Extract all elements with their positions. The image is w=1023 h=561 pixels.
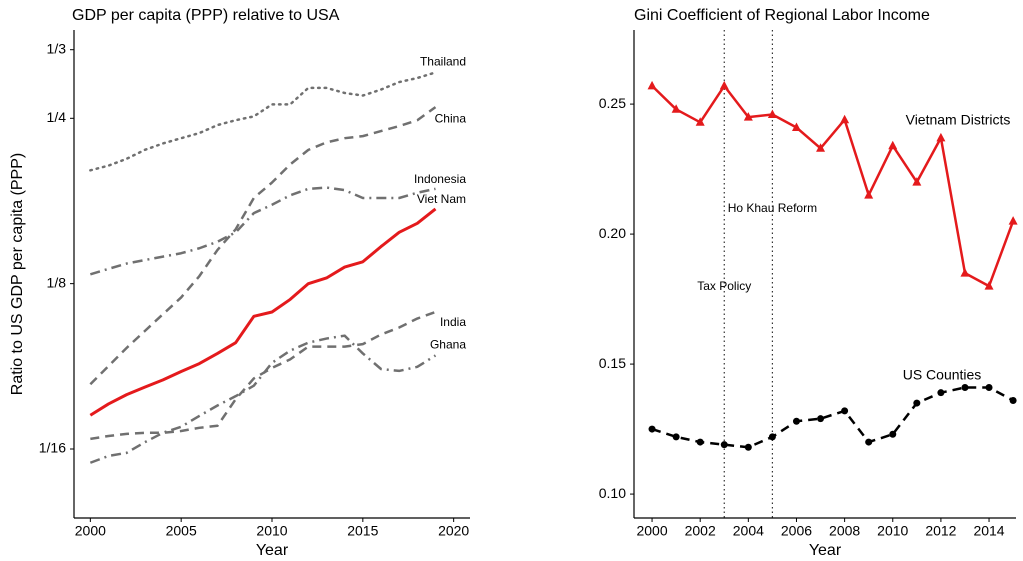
x-tick-label: 2002	[685, 523, 716, 539]
y-tick-label: 1/4	[47, 109, 67, 125]
series-line	[89, 186, 436, 276]
x-tick-label: 2010	[877, 523, 908, 539]
x-tick-label: 2020	[438, 523, 469, 539]
chart-title: GDP per capita (PPP) relative to USA	[72, 7, 340, 24]
point	[937, 389, 945, 397]
series-label: Viet Nam	[417, 192, 466, 206]
point	[792, 417, 800, 425]
y-tick-label: 1/16	[39, 440, 66, 456]
x-tick-label: 2015	[347, 523, 378, 539]
series-label: US Counties	[903, 367, 982, 383]
point	[913, 399, 921, 407]
point	[768, 433, 776, 441]
point	[672, 433, 680, 441]
point	[744, 443, 752, 451]
series-label: Vietnam Districts	[906, 112, 1011, 128]
y-tick-label: 1/8	[47, 274, 67, 290]
point	[1009, 396, 1017, 404]
point	[791, 122, 801, 131]
series-label: India	[440, 315, 466, 329]
point	[671, 104, 681, 113]
point	[720, 441, 728, 449]
x-tick-label: 2010	[256, 523, 287, 539]
series-line	[89, 334, 437, 464]
x-tick-label: 2008	[829, 523, 860, 539]
series-line	[651, 84, 1015, 288]
point	[696, 438, 704, 446]
point	[816, 143, 826, 152]
point	[1008, 216, 1018, 225]
point	[865, 438, 873, 446]
point	[984, 281, 994, 290]
series-line	[89, 106, 437, 386]
point	[648, 425, 656, 433]
point	[743, 112, 753, 121]
series-line	[90, 310, 436, 441]
reference-label: Tax Policy	[697, 279, 751, 293]
series-line	[89, 207, 437, 417]
point	[889, 430, 897, 438]
x-tick-label: 2006	[781, 523, 812, 539]
series-line	[89, 71, 437, 172]
y-tick-label: 1/3	[47, 40, 67, 56]
point	[840, 114, 850, 124]
x-tick-label: 2005	[166, 523, 197, 539]
y-axis-label: Ratio to US GDP per capita (PPP)	[9, 153, 26, 395]
point	[888, 140, 898, 150]
x-tick-label: 2000	[636, 523, 667, 539]
point	[841, 407, 849, 415]
y-tick-label: 0.25	[599, 95, 626, 111]
series-label: Thailand	[420, 55, 466, 69]
point	[695, 117, 705, 126]
x-axis-label: Year	[256, 542, 289, 559]
panel: Gini Coefficient of Regional Labor Incom…	[599, 7, 1018, 559]
series-line	[651, 386, 1014, 449]
y-tick-label: 0.15	[599, 355, 626, 371]
point	[960, 268, 970, 277]
x-axis-label: Year	[809, 542, 842, 559]
point	[961, 383, 969, 391]
x-tick-label: 2000	[75, 523, 106, 539]
series-label: Ghana	[430, 338, 466, 352]
point	[912, 177, 922, 186]
point	[817, 415, 825, 423]
series-label: China	[435, 111, 467, 125]
y-tick-label: 0.10	[599, 485, 626, 501]
x-tick-label: 2014	[973, 523, 1004, 539]
reference-label: Ho Khau Reform	[728, 201, 817, 215]
x-tick-label: 2012	[925, 523, 956, 539]
point	[985, 383, 993, 391]
point	[647, 80, 657, 90]
panel: GDP per capita (PPP) relative to USA 1/16…	[9, 7, 470, 559]
chart-title: Gini Coefficient of Regional Labor Incom…	[634, 7, 930, 24]
x-tick-label: 2004	[733, 523, 764, 539]
point	[864, 190, 874, 199]
y-tick-label: 0.20	[599, 225, 626, 241]
point	[719, 80, 729, 90]
series-label: Indonesia	[414, 172, 466, 186]
point	[936, 132, 946, 142]
point	[767, 109, 777, 118]
